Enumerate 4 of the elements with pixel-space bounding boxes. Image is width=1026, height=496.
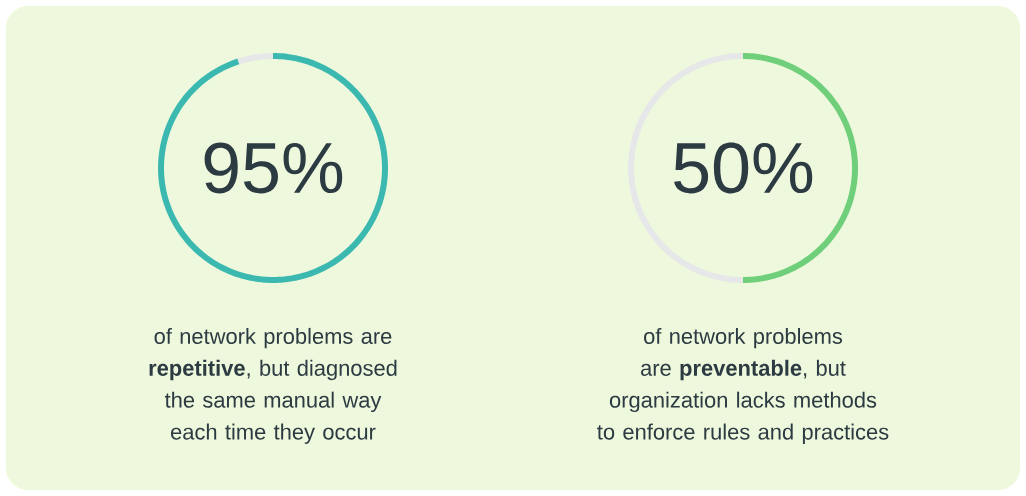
data-label: 95% bbox=[204, 142, 343, 194]
text: of network problems are preventable, but organization lacks methods to enforce rules and practices bbox=[597, 327, 889, 444]
data-label: 50% bbox=[674, 142, 813, 194]
text: of network problems are repetitive, but diagnosed the same manual way each time they occur bbox=[149, 327, 397, 444]
